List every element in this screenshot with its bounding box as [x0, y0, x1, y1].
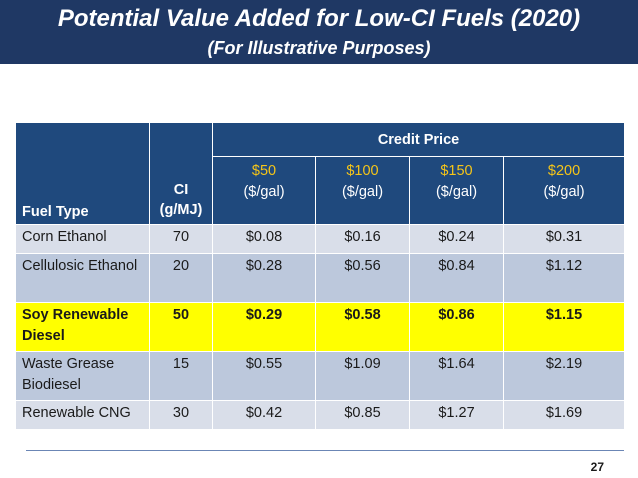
- header-price-50: $50 ($/gal): [212, 156, 316, 225]
- price-unit: ($/gal): [435, 184, 478, 200]
- ci-value: 20: [149, 253, 213, 303]
- value-cell: $0.55: [212, 351, 316, 401]
- slide-subtitle: (For Illustrative Purposes): [207, 38, 431, 58]
- fuel-name: Corn Ethanol: [15, 224, 150, 254]
- value-cell: $0.08: [212, 224, 316, 254]
- price-amount: $50: [251, 163, 277, 179]
- value-cell: $0.28: [212, 253, 316, 303]
- header-fuel-type: Fuel Type: [15, 122, 150, 225]
- value-cell: $1.64: [409, 351, 504, 401]
- value-cell: $1.69: [502, 400, 626, 430]
- fuel-name: Renewable CNG: [15, 400, 150, 430]
- ci-value: 70: [149, 224, 213, 254]
- value-cell: $0.16: [315, 224, 410, 254]
- price-amount: $150: [440, 163, 473, 179]
- fuel-name: Cellulosic Ethanol: [15, 253, 150, 303]
- price-unit: ($/gal): [543, 184, 585, 200]
- header-ci: CI (g/MJ): [149, 122, 213, 225]
- page-number: 27: [590, 460, 604, 474]
- value-cell: $1.12: [502, 253, 626, 303]
- table-row: Renewable CNG 30 $0.42 $0.85 $1.27 $1.69: [15, 400, 626, 430]
- ci-value: 30: [149, 400, 213, 430]
- value-cell: $2.19: [502, 351, 626, 401]
- price-unit: ($/gal): [341, 184, 384, 200]
- table-row-highlighted: Soy Renewable Diesel 50 $0.29 $0.58 $0.8…: [15, 302, 626, 352]
- price-amount: $200: [547, 163, 581, 179]
- footer-divider: [26, 450, 624, 451]
- table-row: Cellulosic Ethanol 20 $0.28 $0.56 $0.84 …: [15, 253, 626, 303]
- fuel-name: Waste Grease Biodiesel: [15, 351, 150, 401]
- value-cell: $1.27: [409, 400, 504, 430]
- value-cell: $0.86: [409, 302, 504, 352]
- price-amount: $100: [346, 163, 379, 179]
- header-price-200: $200 ($/gal): [502, 156, 626, 225]
- ci-value: 50: [149, 302, 213, 352]
- value-cell: $0.24: [409, 224, 504, 254]
- value-cell: $0.31: [502, 224, 626, 254]
- value-cell: $1.15: [502, 302, 626, 352]
- fuel-name: Soy Renewable Diesel: [15, 302, 150, 352]
- table-row: Waste Grease Biodiesel 15 $0.55 $1.09 $1…: [15, 351, 626, 401]
- header-ci-label: CI: [173, 182, 189, 198]
- price-unit: ($/gal): [243, 184, 285, 200]
- value-cell: $0.85: [315, 400, 410, 430]
- header-ci-unit: (g/MJ): [159, 202, 203, 218]
- header-price-150: $150 ($/gal): [409, 156, 504, 225]
- value-cell: $0.56: [315, 253, 410, 303]
- table-row: Corn Ethanol 70 $0.08 $0.16 $0.24 $0.31: [15, 224, 626, 254]
- header-credit-price: Credit Price: [211, 122, 626, 157]
- header-price-100: $100 ($/gal): [315, 156, 410, 225]
- value-cell: $0.42: [212, 400, 316, 430]
- value-cell: $0.29: [212, 302, 316, 352]
- credit-value-table: Fuel Type CI (g/MJ) Credit Price $50 ($/…: [15, 122, 626, 430]
- value-cell: $1.09: [315, 351, 410, 401]
- value-cell: $0.58: [315, 302, 410, 352]
- title-bar: Potential Value Added for Low-CI Fuels (…: [0, 0, 638, 64]
- slide-title: Potential Value Added for Low-CI Fuels (…: [57, 5, 581, 32]
- value-cell: $0.84: [409, 253, 504, 303]
- ci-value: 15: [149, 351, 213, 401]
